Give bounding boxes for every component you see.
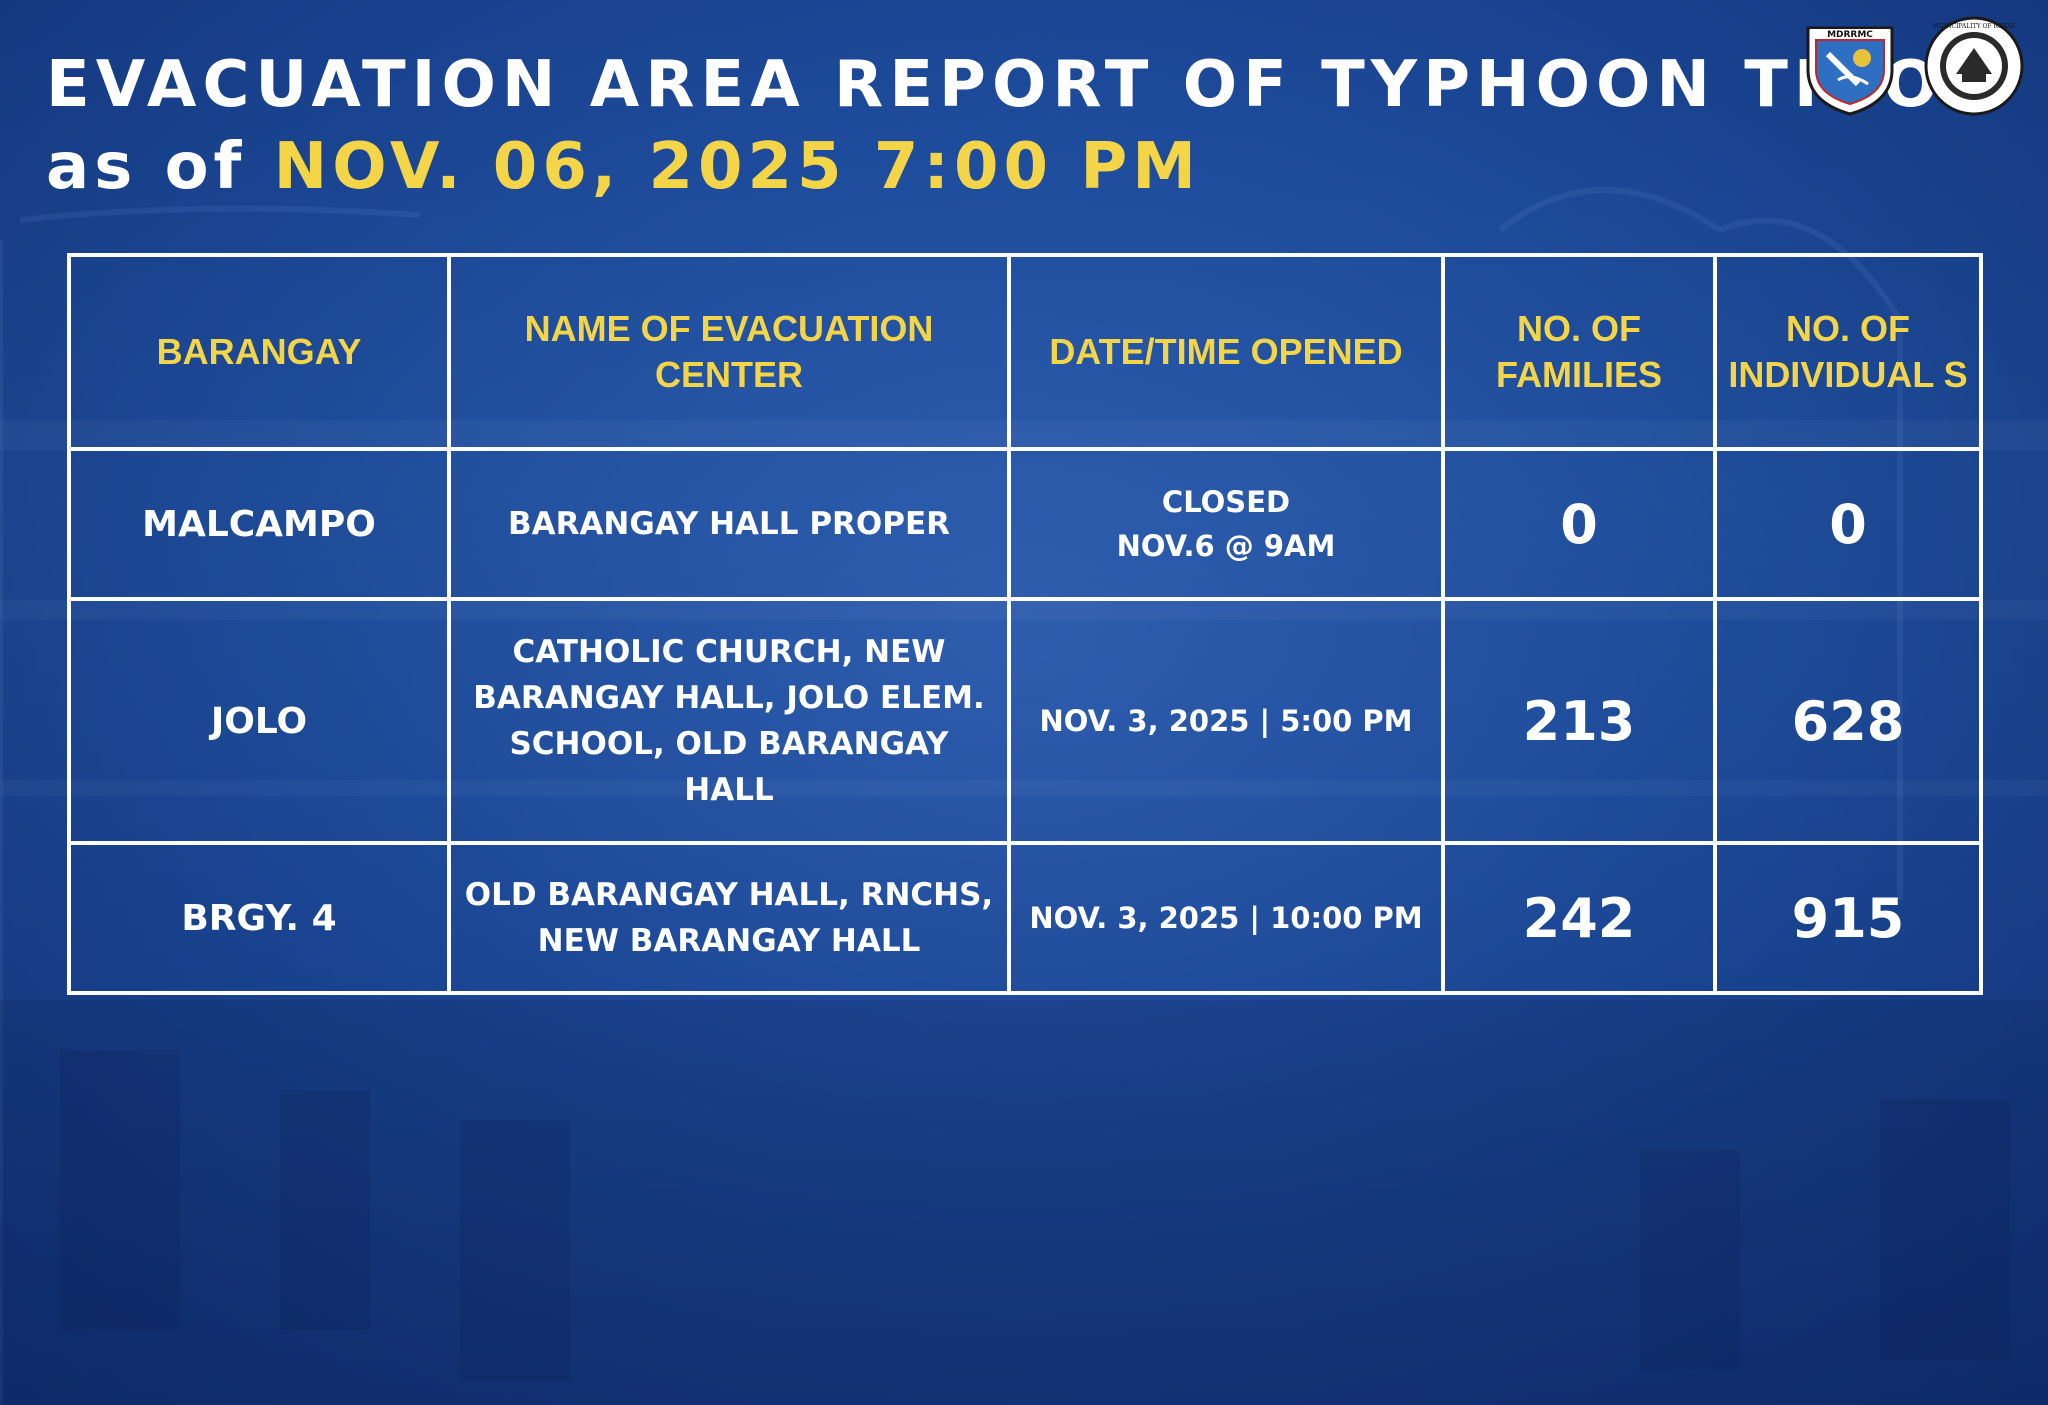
report-datetime: NOV. 06, 2025 7:00 PM <box>273 130 1201 204</box>
mdrrmc-seal-label: MDRRMC <box>1827 30 1873 40</box>
date-opened-cell: NOV. 3, 2025 | 5:00 PM <box>1007 597 1445 845</box>
subtitle-prefix: as of <box>46 130 247 204</box>
report-title: EVACUATION AREA REPORT OF TYPHOON TINO <box>46 48 1944 122</box>
evacuation-center-cell: OLD BARANGAY HALL, RNCHS, NEW BARANGAY H… <box>447 841 1011 995</box>
municipality-seal-icon: MUNICIPALITY OF ROXAS <box>1924 16 2024 116</box>
families-cell: 242 <box>1441 841 1717 995</box>
municipality-seal-label: MUNICIPALITY OF ROXAS <box>1933 23 2016 30</box>
table-row: JOLO CATHOLIC CHURCH, NEW BARANGAY HALL,… <box>67 597 1983 845</box>
individuals-cell: 915 <box>1713 841 1983 995</box>
logo-group: MDRRMC MUNICIPALITY OF ROXAS <box>1798 14 2028 129</box>
families-cell: 213 <box>1441 597 1717 845</box>
date-opened-cell: NOV. 3, 2025 | 10:00 PM <box>1007 841 1445 995</box>
evacuation-center-cell: CATHOLIC CHURCH, NEW BARANGAY HALL, JOLO… <box>447 597 1011 845</box>
table-row: BRGY. 4 OLD BARANGAY HALL, RNCHS, NEW BA… <box>67 841 1983 995</box>
header-individuals: NO. OF INDIVIDUAL S <box>1713 253 1983 451</box>
table-header-row: BARANGAY NAME OF EVACUATION CENTER DATE/… <box>67 253 1983 451</box>
evacuation-center-cell: BARANGAY HALL PROPER <box>447 447 1011 601</box>
header-evacuation-center: NAME OF EVACUATION CENTER <box>447 253 1011 451</box>
report-subtitle: as of NOV. 06, 2025 7:00 PM <box>46 126 1746 208</box>
individuals-cell: 0 <box>1713 447 1983 601</box>
barangay-cell: JOLO <box>67 597 451 845</box>
barangay-cell: MALCAMPO <box>67 447 451 601</box>
report-header: EVACUATION AREA REPORT OF TYPHOON TINO a… <box>46 44 1944 208</box>
header-barangay: BARANGAY <box>67 253 451 451</box>
header-date-opened: DATE/TIME OPENED <box>1007 253 1445 451</box>
table-row: MALCAMPO BARANGAY HALL PROPER CLOSED NOV… <box>67 447 1983 601</box>
barangay-cell: BRGY. 4 <box>67 841 451 995</box>
evacuation-table: BARANGAY NAME OF EVACUATION CENTER DATE/… <box>67 253 1983 995</box>
families-cell: 0 <box>1441 447 1717 601</box>
header-families: NO. OF FAMILIES <box>1441 253 1717 451</box>
individuals-cell: 628 <box>1713 597 1983 845</box>
mdrrmc-seal-icon: MDRRMC <box>1806 26 1894 116</box>
date-opened-cell: CLOSED NOV.6 @ 9AM <box>1007 447 1445 601</box>
